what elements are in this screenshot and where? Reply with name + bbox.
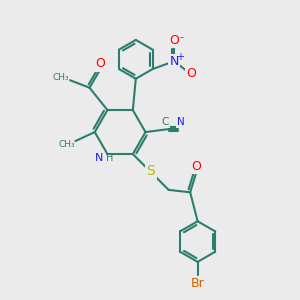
Text: +: + <box>176 52 184 61</box>
Text: N: N <box>95 153 103 163</box>
Text: O: O <box>169 34 179 46</box>
Text: S: S <box>146 164 155 178</box>
Text: CH₃: CH₃ <box>59 140 75 148</box>
Text: O: O <box>95 57 105 70</box>
Text: -: - <box>179 32 183 42</box>
Text: N: N <box>170 55 179 68</box>
Text: O: O <box>191 160 201 173</box>
Text: C: C <box>161 117 169 127</box>
Text: O: O <box>186 67 196 80</box>
Text: Br: Br <box>191 277 205 290</box>
Text: CH₃: CH₃ <box>52 73 69 82</box>
Text: H: H <box>106 153 113 163</box>
Text: N: N <box>178 117 185 127</box>
